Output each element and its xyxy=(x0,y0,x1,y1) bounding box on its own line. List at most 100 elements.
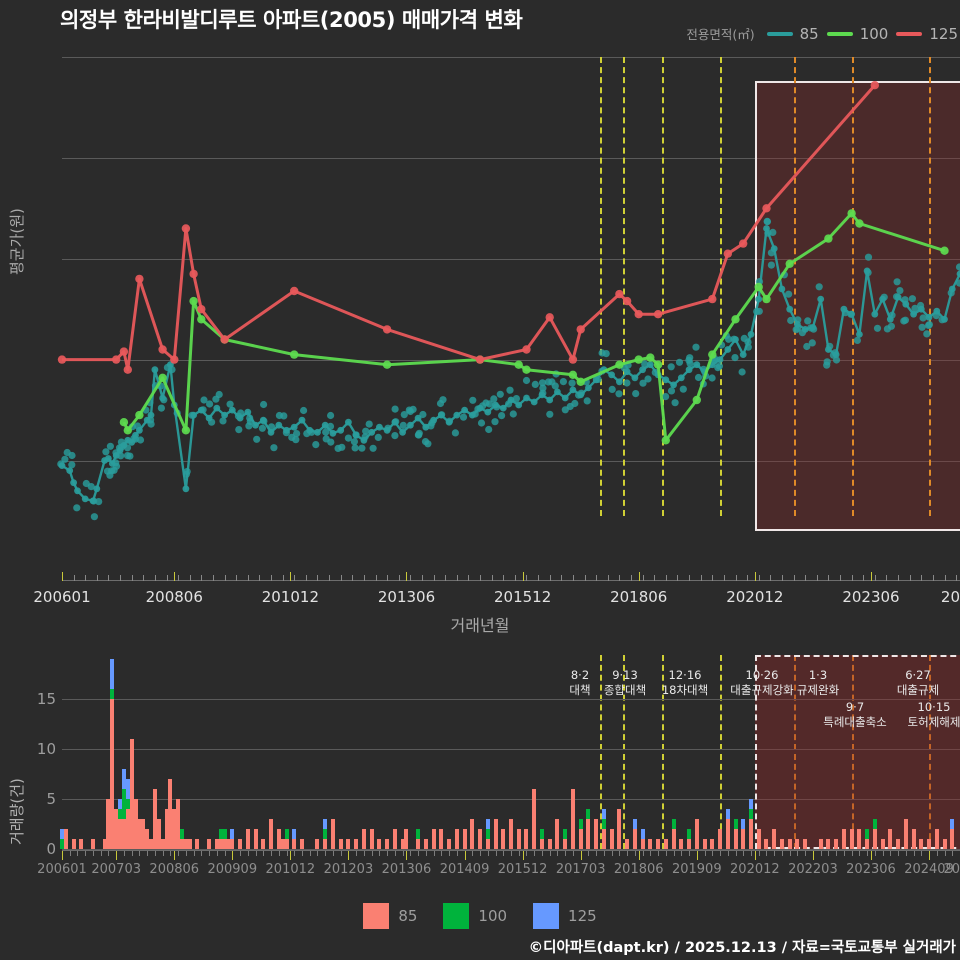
legend-label-125: 125 xyxy=(929,24,958,43)
price-x-tick xyxy=(375,575,377,581)
volume-bar xyxy=(841,829,846,849)
volume-x-tick xyxy=(332,851,334,856)
price-series-85 xyxy=(58,225,960,505)
price-x-tick xyxy=(340,575,342,581)
volume-bar xyxy=(570,789,575,849)
volume-x-tick xyxy=(139,851,141,856)
price-series-125 xyxy=(57,81,879,374)
policy-annotation: 10·15 토허제해제 xyxy=(907,700,960,729)
legend-label-100: 100 xyxy=(859,24,889,43)
price-x-tick xyxy=(828,575,830,581)
volume-bar xyxy=(601,809,606,819)
volume-x-tick xyxy=(642,851,644,856)
volume-bar xyxy=(748,819,753,849)
price-x-tick xyxy=(491,575,493,581)
legend-label-85: 85 xyxy=(799,24,819,43)
volume-bar xyxy=(849,829,854,849)
volume-x-tick xyxy=(882,851,884,856)
volume-bar xyxy=(586,819,591,849)
volume-x-tick-major xyxy=(174,851,176,860)
price-x-tick xyxy=(212,575,214,581)
volume-x-tick xyxy=(379,851,381,856)
volume-legend-item-85[interactable]: 85 xyxy=(363,903,417,929)
volume-x-tick xyxy=(480,851,482,856)
price-x-tick xyxy=(514,575,516,581)
volume-x-tick xyxy=(549,851,551,856)
volume-bar xyxy=(269,819,274,849)
legend-item-85[interactable]: 85 xyxy=(766,24,819,43)
page-title: 의정부 한라비발디루트 아파트(2005) 매매가격 변화 xyxy=(60,8,523,32)
volume-x-tick xyxy=(859,851,861,856)
volume-bar xyxy=(299,839,304,849)
volume-bar xyxy=(338,839,343,849)
volume-x-tick xyxy=(271,851,273,856)
price-x-tick-major xyxy=(870,572,872,581)
volume-legend-item-125[interactable]: 125 xyxy=(533,903,597,929)
price-x-tick-major xyxy=(754,572,756,581)
volume-x-tick-label: 202306 xyxy=(846,862,896,877)
volume-bar xyxy=(687,839,692,849)
price-x-tick-label: 202306 xyxy=(842,588,900,606)
volume-x-tick-major xyxy=(638,851,640,860)
policy-annotation: 9·7 특례대출축소 xyxy=(823,700,887,729)
volume-bar xyxy=(748,809,753,819)
volume-x-tick-major xyxy=(580,851,582,860)
price-chart-legend: 전용면적(㎡) 85 100 125 xyxy=(686,24,958,43)
volume-x-tick-major xyxy=(522,851,524,860)
price-x-tick xyxy=(747,575,749,581)
legend-item-100[interactable]: 100 xyxy=(826,24,889,43)
policy-marker-line xyxy=(793,655,796,849)
policy-marker-line xyxy=(929,57,932,516)
price-x-tick-major xyxy=(522,572,524,581)
volume-bar xyxy=(741,829,746,849)
volume-bar xyxy=(207,839,212,849)
policy-annotation: 6·27 대출규제 xyxy=(896,668,940,697)
price-gridline xyxy=(62,359,960,361)
volume-x-tick xyxy=(77,851,79,856)
policy-marker-line xyxy=(600,57,603,516)
volume-bar xyxy=(555,819,560,849)
price-x-tick xyxy=(294,575,296,581)
price-x-tick xyxy=(480,575,482,581)
price-x-tick xyxy=(642,575,644,581)
volume-bar xyxy=(195,839,200,849)
volume-x-tick-major xyxy=(62,851,63,860)
volume-x-tick-major xyxy=(232,851,234,860)
volume-x-tick xyxy=(123,851,125,856)
volume-bar xyxy=(110,689,115,699)
volume-bar xyxy=(187,839,192,849)
price-x-tick xyxy=(921,575,923,581)
volume-bar xyxy=(176,799,181,849)
volume-x-tick-label: 202012 xyxy=(730,862,780,877)
price-x-tick xyxy=(770,575,772,581)
volume-legend-item-100[interactable]: 100 xyxy=(443,903,507,929)
volume-bar xyxy=(509,819,513,849)
volume-x-tick xyxy=(689,851,691,856)
price-x-tick xyxy=(352,575,354,581)
volume-x-tick xyxy=(356,851,358,856)
volume-bar xyxy=(539,829,544,839)
policy-annotation: 10·26 대출규제강화 xyxy=(730,668,794,697)
policy-marker-line xyxy=(720,57,723,516)
price-x-tick-label: 200806 xyxy=(145,588,203,606)
volume-x-tick-label: 2025 xyxy=(943,862,960,877)
volume-x-tick-label: 201306 xyxy=(381,862,432,877)
volume-bar xyxy=(392,829,397,849)
volume-x-tick xyxy=(596,851,598,856)
volume-x-tick xyxy=(518,851,520,856)
volume-bar xyxy=(114,809,119,849)
volume-bar xyxy=(125,779,130,799)
volume-x-tick xyxy=(526,851,528,856)
volume-x-tick xyxy=(851,851,853,856)
policy-annotation: 12·16 18차대책 xyxy=(661,668,709,697)
volume-bar xyxy=(748,799,753,809)
price-x-tick xyxy=(236,575,238,581)
volume-x-tick-label: 201909 xyxy=(671,862,722,877)
volume-x-tick xyxy=(936,851,938,856)
volume-y-tick-label: 10 xyxy=(36,740,56,758)
price-x-tick xyxy=(572,575,574,581)
price-x-tick xyxy=(154,575,156,581)
volume-bar xyxy=(60,839,64,849)
legend-item-125[interactable]: 125 xyxy=(896,25,958,43)
policy-marker-line xyxy=(929,655,932,849)
